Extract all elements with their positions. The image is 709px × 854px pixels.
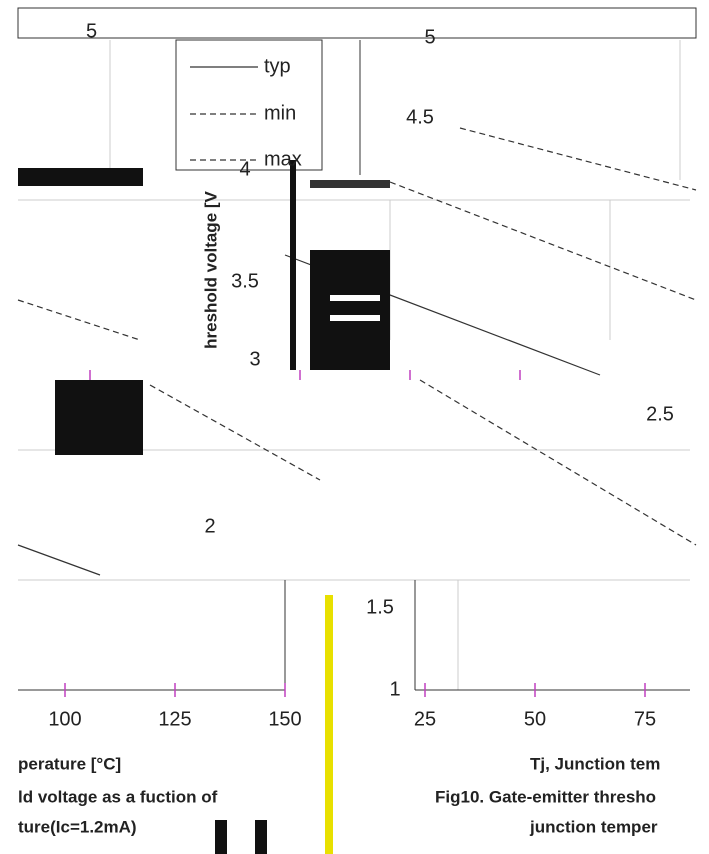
x-tick-label: 25 (414, 708, 436, 730)
y-tick-label: 3 (249, 348, 260, 370)
y-axis-label: hreshold voltage [V (201, 190, 220, 348)
y-tick-label: 4.5 (406, 106, 434, 128)
y-tick-label: 3.5 (231, 270, 259, 292)
x-tick-label: 150 (268, 708, 301, 730)
x-tick-label: 75 (634, 708, 656, 730)
caption: Fig10. Gate-emitter thresho (435, 787, 656, 806)
y-tick-label: 1.5 (366, 596, 394, 618)
y-tick-label: 5 (86, 20, 97, 42)
y-tick-label: 4 (239, 158, 250, 180)
x-tick-label: 50 (524, 708, 546, 730)
decoration (17, 7, 697, 854)
caption: ture(Ic=1.2mA) (18, 817, 137, 836)
x-axis-label: perature [°C] (18, 754, 121, 773)
x-axis-label: Tj, Junction tem (530, 754, 660, 773)
caption: junction temper (529, 817, 658, 836)
y-tick-label: 5 (424, 26, 435, 48)
y-tick-label: 2 (204, 515, 215, 537)
y-tick-label: 1 (389, 678, 400, 700)
x-tick-label: 125 (158, 708, 191, 730)
x-tick-label: 100 (48, 708, 81, 730)
legend-label: max (264, 148, 302, 170)
legend-label: typ (264, 55, 291, 77)
y-tick-label: 2.5 (646, 403, 674, 425)
caption: ld voltage as a fuction of (18, 787, 218, 806)
legend-label: min (264, 102, 296, 124)
